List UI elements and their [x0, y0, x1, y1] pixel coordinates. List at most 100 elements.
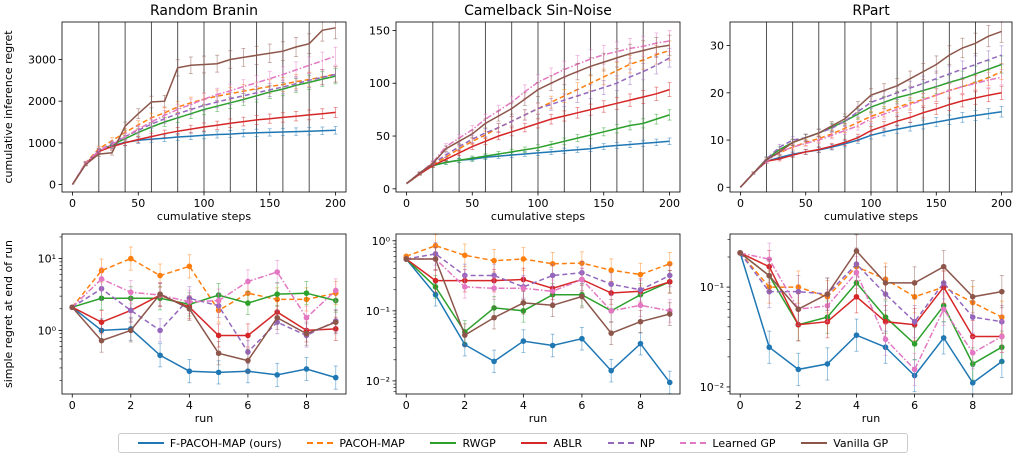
data-point — [303, 290, 310, 296]
x-tick-label: 8 — [969, 399, 976, 412]
data-point — [766, 272, 773, 279]
data-point — [186, 263, 193, 270]
x-tick-label: 6 — [911, 399, 918, 412]
data-point — [766, 344, 773, 351]
x-tick-label: 4 — [186, 399, 193, 412]
data-point — [332, 319, 339, 326]
series-learned-gp — [403, 247, 673, 323]
data-point — [403, 256, 410, 262]
x-tick-label: 0 — [69, 399, 76, 412]
data-point — [98, 319, 105, 326]
y-tick-label: 10⁻¹ — [366, 305, 390, 318]
series-pacoh-map — [71, 65, 338, 185]
x-tick-label: 0 — [737, 399, 744, 412]
x-tick-label: 4 — [853, 399, 860, 412]
x-tick-label: 50 — [131, 197, 145, 210]
legend-item: ABLR — [521, 437, 582, 450]
data-point — [520, 256, 527, 262]
x-tick-label: 0 — [69, 197, 76, 210]
data-point — [128, 289, 134, 296]
axes-frame — [395, 233, 681, 395]
legend-swatch — [137, 442, 164, 444]
y-tick-label: 10 — [710, 134, 724, 147]
data-point — [128, 307, 134, 314]
data-point — [215, 297, 222, 304]
data-point — [520, 285, 527, 292]
legend-swatch — [430, 442, 457, 444]
series-line — [406, 253, 671, 291]
data-point — [128, 255, 134, 262]
data-point — [98, 337, 105, 344]
y-tick-label: 30 — [710, 40, 724, 53]
data-point — [795, 366, 802, 373]
x-tick-label: 200 — [659, 197, 680, 210]
series-line — [406, 44, 670, 185]
legend-swatch — [307, 442, 334, 444]
data-point — [666, 311, 673, 317]
data-point — [462, 252, 468, 259]
y-axis-label: simple regret at end of run — [2, 240, 15, 388]
x-tick-label: 200 — [991, 197, 1012, 210]
data-point — [911, 280, 918, 286]
y-tick-label: 0 — [383, 183, 390, 196]
y-axis-label: cumulative inference regret — [2, 30, 15, 184]
data-point — [940, 306, 947, 313]
panel-title: Camelback Sin-Noise — [464, 3, 612, 19]
data-point — [637, 318, 644, 325]
series-line — [739, 54, 1002, 188]
legend-item: F-PACOH-MAP (ours) — [137, 437, 282, 450]
series-line — [71, 55, 336, 185]
data-point — [940, 335, 947, 341]
series-line — [739, 252, 1003, 318]
y-tick-label: 150 — [369, 24, 390, 37]
axes-frame — [729, 233, 1013, 395]
data-point — [69, 304, 76, 311]
y-tick-label: 10⁰ — [372, 235, 391, 248]
data-point — [637, 271, 644, 278]
legend-label: PACOH-MAP — [339, 436, 405, 450]
legend-item: NP — [607, 437, 655, 450]
x-axis-label: run — [862, 412, 880, 425]
series-line — [406, 258, 670, 312]
data-point — [911, 341, 918, 347]
x-tick-label: 200 — [325, 197, 346, 210]
series-line — [406, 88, 670, 185]
data-point — [637, 302, 644, 309]
series-rwgp — [737, 250, 1005, 381]
legend-swatch — [680, 442, 707, 444]
data-point — [911, 366, 918, 373]
data-point — [579, 293, 585, 300]
data-point — [549, 288, 556, 295]
x-tick-label: 2 — [461, 399, 468, 412]
data-point — [491, 257, 497, 264]
series-line — [405, 258, 671, 294]
series-line — [739, 92, 1002, 188]
x-tick-label: 0 — [737, 197, 744, 210]
series-vanilla-gp — [69, 282, 339, 373]
data-point — [737, 250, 743, 256]
x-axis-label: cumulative steps — [491, 210, 585, 223]
series-line — [406, 258, 670, 337]
series-learned-gp — [71, 46, 338, 185]
data-point — [215, 369, 222, 376]
series-line — [739, 110, 1002, 188]
data-point — [666, 272, 673, 279]
data-point — [186, 368, 193, 375]
panel-2: 0 50 100 150 200 0 50 100 150 Camelback Sin-Noise… — [369, 3, 681, 223]
x-tick-label: 100 — [194, 197, 215, 210]
series-line — [739, 249, 1002, 311]
data-point — [432, 256, 439, 262]
data-point — [608, 330, 614, 336]
series-line — [406, 57, 670, 185]
data-point — [824, 361, 831, 367]
y-tick-label: 3000 — [28, 54, 56, 67]
x-tick-label: 50 — [465, 197, 479, 210]
series-pacoh-map — [739, 63, 1004, 188]
data-point — [157, 272, 163, 279]
y-tick-label: 10⁻² — [366, 375, 390, 388]
panel-title: RPart — [852, 3, 890, 19]
legend-item: PACOH-MAP — [307, 437, 405, 450]
data-point — [215, 350, 222, 357]
series-line — [739, 252, 1002, 338]
